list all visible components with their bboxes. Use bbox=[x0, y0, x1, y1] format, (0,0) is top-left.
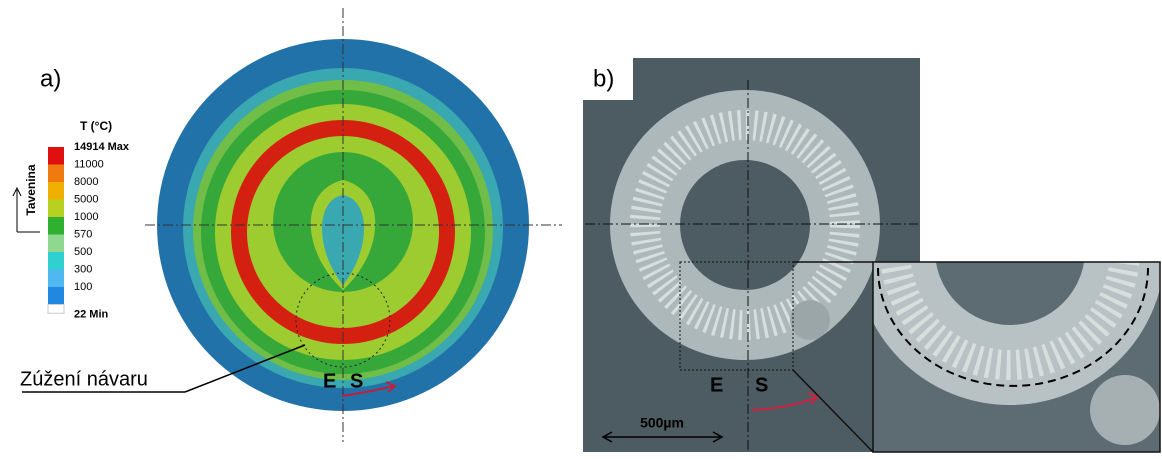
marker: E bbox=[323, 370, 336, 392]
legend-label: 570 bbox=[74, 228, 92, 240]
legend-swatch bbox=[48, 252, 64, 270]
inset bbox=[873, 262, 1160, 452]
legend-title: T (°C) bbox=[80, 119, 112, 133]
scale-bar-label: 500µm bbox=[640, 415, 684, 431]
panel-label: b) bbox=[593, 65, 614, 92]
marker: E bbox=[710, 374, 723, 396]
inset-frame bbox=[872, 261, 1161, 453]
legend-swatch bbox=[48, 147, 64, 165]
panel-label: a) bbox=[40, 65, 61, 92]
legend-label: 14914 Max bbox=[74, 141, 130, 153]
legend-swatch bbox=[47, 304, 65, 314]
legend: 14914 Max 11000 8000 5000 1000 570 500 300 100 22… bbox=[47, 141, 130, 320]
marker: S bbox=[755, 374, 768, 396]
micrograph bbox=[583, 58, 920, 453]
legend-arrow bbox=[12, 186, 40, 233]
legend-swatch bbox=[48, 217, 64, 235]
legend-label: 100 bbox=[74, 281, 92, 293]
contour-plot bbox=[22, 8, 562, 442]
legend-swatch bbox=[48, 269, 64, 287]
annotation: Zúžení návaru bbox=[20, 368, 148, 390]
legend-label: 1000 bbox=[74, 211, 98, 223]
legend-label: 500 bbox=[74, 246, 92, 258]
legend-label: 5000 bbox=[74, 193, 98, 205]
legend-label: 8000 bbox=[74, 176, 98, 188]
marker: S bbox=[350, 370, 363, 392]
legend-label: 11000 bbox=[74, 158, 104, 170]
legend-swatch bbox=[48, 182, 64, 200]
legend-label: 22 Min bbox=[74, 308, 109, 320]
legend-swatch bbox=[48, 199, 64, 217]
legend-swatch bbox=[48, 164, 64, 182]
legend-swatch bbox=[48, 287, 64, 305]
legend-label: 300 bbox=[74, 263, 92, 275]
legend-swatch bbox=[48, 234, 64, 252]
legend-side-label: Tavenina bbox=[24, 164, 38, 215]
